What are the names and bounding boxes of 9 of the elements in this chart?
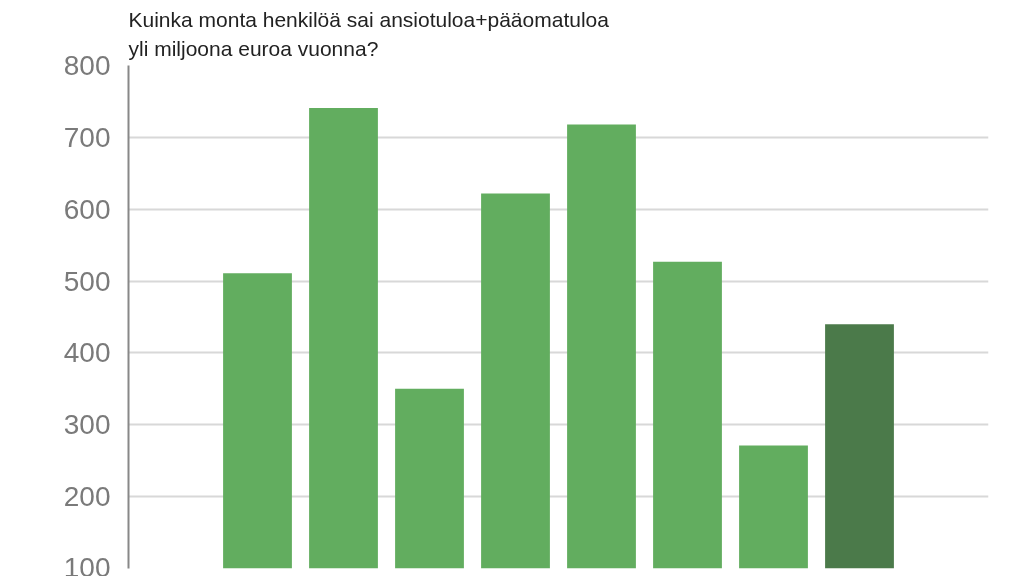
chart-title: Kuinka monta henkilöä sai ansiotuloa+pääomatuloa yli miljoona euroa vuonna? (128, 7, 610, 61)
y-tick-label: 400 (63, 337, 111, 369)
y-tick-label: 100 (63, 551, 111, 576)
y-tick-label: 300 (63, 409, 111, 441)
y-tick-label: 200 (63, 481, 111, 513)
y-tick-label: 700 (63, 121, 111, 153)
y-tick-label: 800 (63, 50, 111, 81)
y-tick-label: 600 (63, 193, 111, 225)
y-tick-label: 500 (63, 265, 111, 297)
